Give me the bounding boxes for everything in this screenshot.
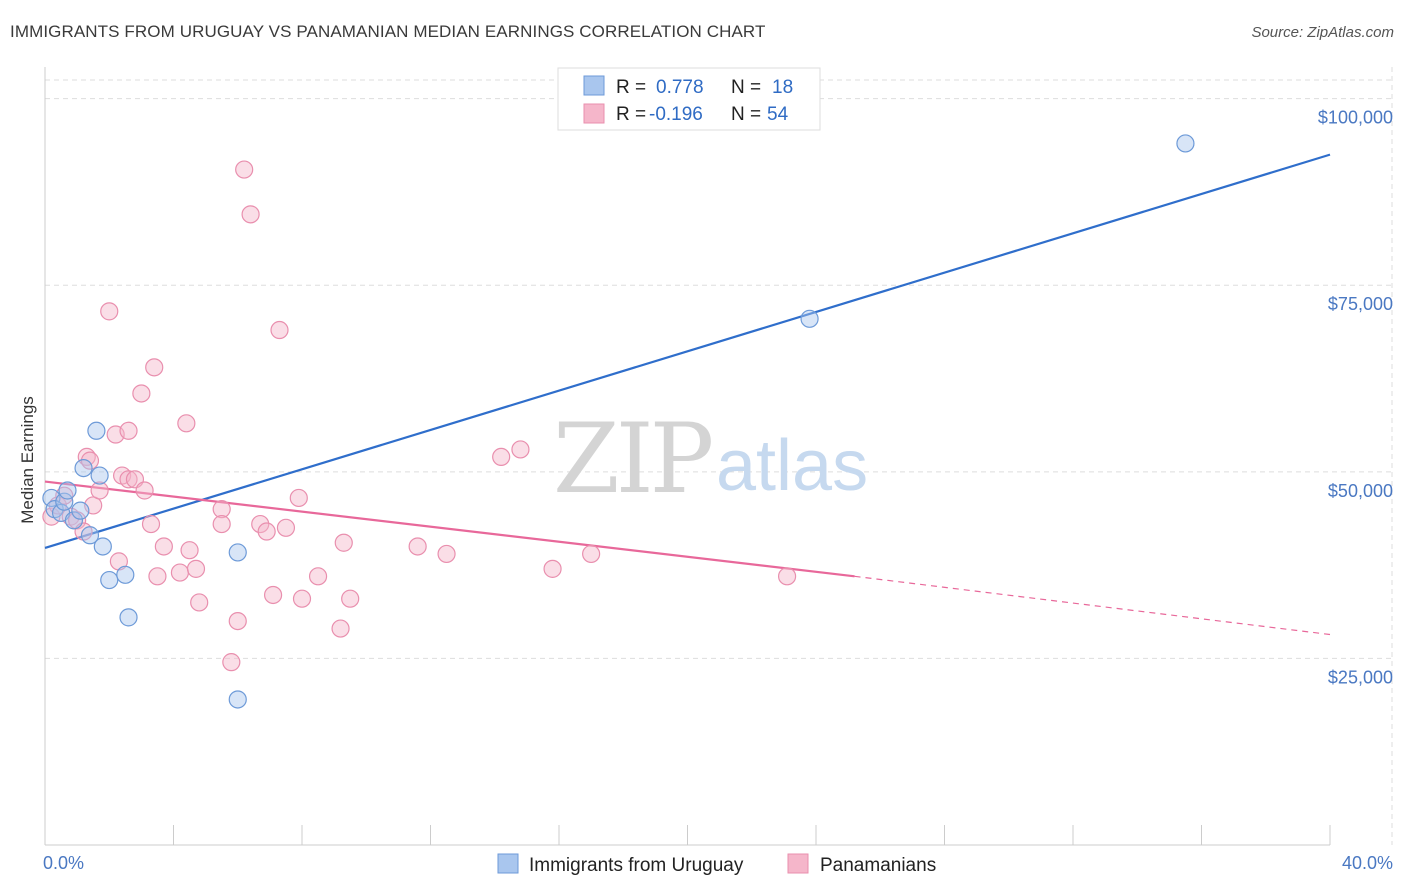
panamanians-point [292, 589, 312, 608]
uruguay-point [100, 570, 119, 590]
panamanians-point [582, 544, 601, 564]
uruguay-point [74, 458, 93, 478]
uruguay-point [228, 543, 247, 562]
legend-n-value: 54 [767, 104, 789, 125]
uruguay-point [55, 492, 74, 511]
y-tick-label: $50,000 [1328, 481, 1393, 501]
panamanians-point [222, 653, 241, 672]
panamanians-point [543, 559, 562, 578]
panamanians-point [257, 522, 276, 541]
panamanians-point [148, 567, 167, 586]
x-tick-label: 40.0% [1342, 853, 1393, 873]
uruguay-point [80, 526, 100, 545]
panamanians-point [408, 537, 427, 556]
uruguay-point [90, 466, 109, 485]
panamanians-point [511, 440, 530, 459]
panamanians-point [170, 563, 190, 582]
uruguay-trendline [44, 153, 1331, 550]
points-layer [42, 134, 1195, 709]
axis-layer: $25,000 $50,000 $75,000 $100,000 0.0% 40.0% [43, 67, 1393, 873]
uruguay-point [93, 537, 112, 556]
uruguay-point [64, 511, 84, 530]
panamanians-point [777, 567, 797, 586]
panamanians-point [235, 160, 254, 179]
panamanians-point [241, 205, 260, 224]
panamanians-point [141, 514, 161, 534]
panamanians-point [132, 384, 151, 403]
chart-title: IMMIGRANTS FROM URUGUAY VS PANAMANIAN ME… [10, 22, 766, 41]
panamanians-trendline-extension [854, 575, 1331, 636]
series-legend-swatch-panamanians [787, 853, 809, 874]
panamanians-point [135, 481, 154, 500]
series-legend: Immigrants from Uruguay Panamanians [497, 853, 936, 876]
chart-source: Source: ZipAtlas.com [1251, 24, 1394, 41]
panamanians-point [180, 541, 199, 560]
uruguay-point [87, 421, 106, 440]
watermark-zip: ZIP [553, 403, 712, 515]
panamanians-point [289, 488, 308, 508]
legend-n-label: N = [731, 77, 761, 98]
panamanians-point [145, 358, 164, 377]
panamanians-point [341, 589, 360, 608]
panamanians-point [90, 481, 109, 500]
watermark: ZIP atlas [553, 403, 868, 515]
panamanians-point [437, 544, 456, 564]
panamanians-point [228, 611, 247, 631]
panamanians-point [154, 537, 173, 556]
panamanians-point [119, 421, 138, 440]
y-axis-label: Median Earnings [18, 396, 37, 524]
uruguay-point [71, 501, 90, 520]
uruguay-point [116, 565, 135, 584]
series-legend-label-panamanians: Panamanians [820, 855, 936, 876]
panamanians-point [276, 518, 296, 537]
panamanians-point [492, 447, 511, 467]
uruguay-point [1176, 134, 1195, 153]
panamanians-point [177, 414, 196, 433]
trend-layer [44, 153, 1331, 636]
legend-n-label: N = [731, 104, 761, 125]
panamanians-point [190, 593, 209, 612]
panamanians-point [331, 619, 350, 638]
series-legend-label-uruguay: Immigrants from Uruguay [529, 855, 744, 876]
grid-layer [45, 67, 1393, 845]
panamanians-point [263, 585, 283, 605]
panamanians-point [212, 500, 231, 519]
panamanians-point [334, 533, 353, 552]
uruguay-point [58, 481, 77, 500]
correlation-legend: R = 0.778 N = 18 R = -0.196 N = 54 [557, 67, 821, 131]
legend-n-value: 18 [772, 77, 793, 98]
legend-r-label: R = [616, 77, 646, 98]
panamanians-trendline [44, 480, 855, 578]
uruguay-point [228, 690, 247, 709]
legend-r-value: 0.778 [656, 77, 704, 98]
panamanians-point [308, 567, 328, 586]
legend-r-label: R = [616, 104, 646, 125]
uruguay-point [119, 608, 138, 627]
panamanians-point [186, 559, 206, 578]
legend-swatch-panamanians [583, 103, 605, 124]
panamanians-point [80, 451, 100, 470]
panamanians-point [212, 514, 231, 534]
panamanians-point [270, 320, 289, 340]
series-legend-swatch-uruguay [497, 853, 519, 874]
panamanians-point [119, 470, 138, 489]
y-tick-label: $75,000 [1328, 294, 1393, 314]
x-tick-label: 0.0% [43, 853, 84, 873]
y-tick-label: $25,000 [1328, 667, 1393, 687]
panamanians-point [251, 514, 270, 534]
panamanians-point [100, 302, 119, 321]
legend-r-value: -0.196 [649, 104, 703, 125]
watermark-atlas: atlas [716, 426, 868, 506]
uruguay-point [800, 309, 819, 328]
y-tick-label: $100,000 [1318, 108, 1393, 128]
legend-swatch-uruguay [583, 75, 605, 96]
